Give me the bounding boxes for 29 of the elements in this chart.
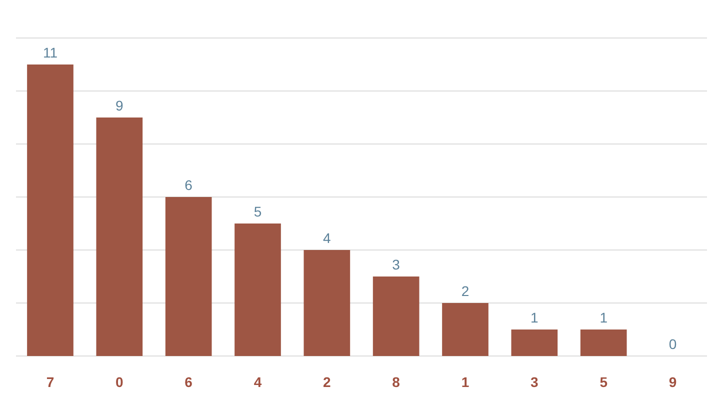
x-tick-label: 7 (46, 374, 54, 390)
bar (27, 64, 74, 356)
x-tick-label: 4 (254, 374, 262, 390)
x-tick-label: 0 (116, 374, 124, 390)
x-tick-label: 9 (668, 374, 677, 390)
bar (304, 250, 350, 356)
bar (442, 303, 488, 356)
bar (96, 118, 143, 356)
x-tick-label: 3 (530, 374, 539, 390)
bar (234, 224, 281, 356)
data-label: 11 (42, 44, 58, 60)
x-tick-label: 1 (461, 374, 470, 390)
x-tick-label: 6 (184, 374, 193, 390)
bar (511, 330, 558, 356)
data-label: 6 (184, 177, 193, 193)
data-label: 5 (254, 204, 262, 220)
data-label: 0 (668, 336, 677, 352)
data-label: 9 (116, 98, 124, 114)
data-label: 4 (323, 230, 332, 246)
x-tick-label: 8 (392, 374, 400, 390)
x-tick-label: 2 (323, 374, 332, 390)
data-label: 1 (600, 310, 608, 326)
data-label: 1 (530, 310, 539, 326)
data-label: 2 (461, 283, 470, 299)
bar (165, 197, 212, 356)
data-label: 3 (392, 256, 400, 272)
bar (580, 330, 627, 356)
bar (372, 276, 420, 356)
x-tick-label: 5 (600, 374, 608, 390)
